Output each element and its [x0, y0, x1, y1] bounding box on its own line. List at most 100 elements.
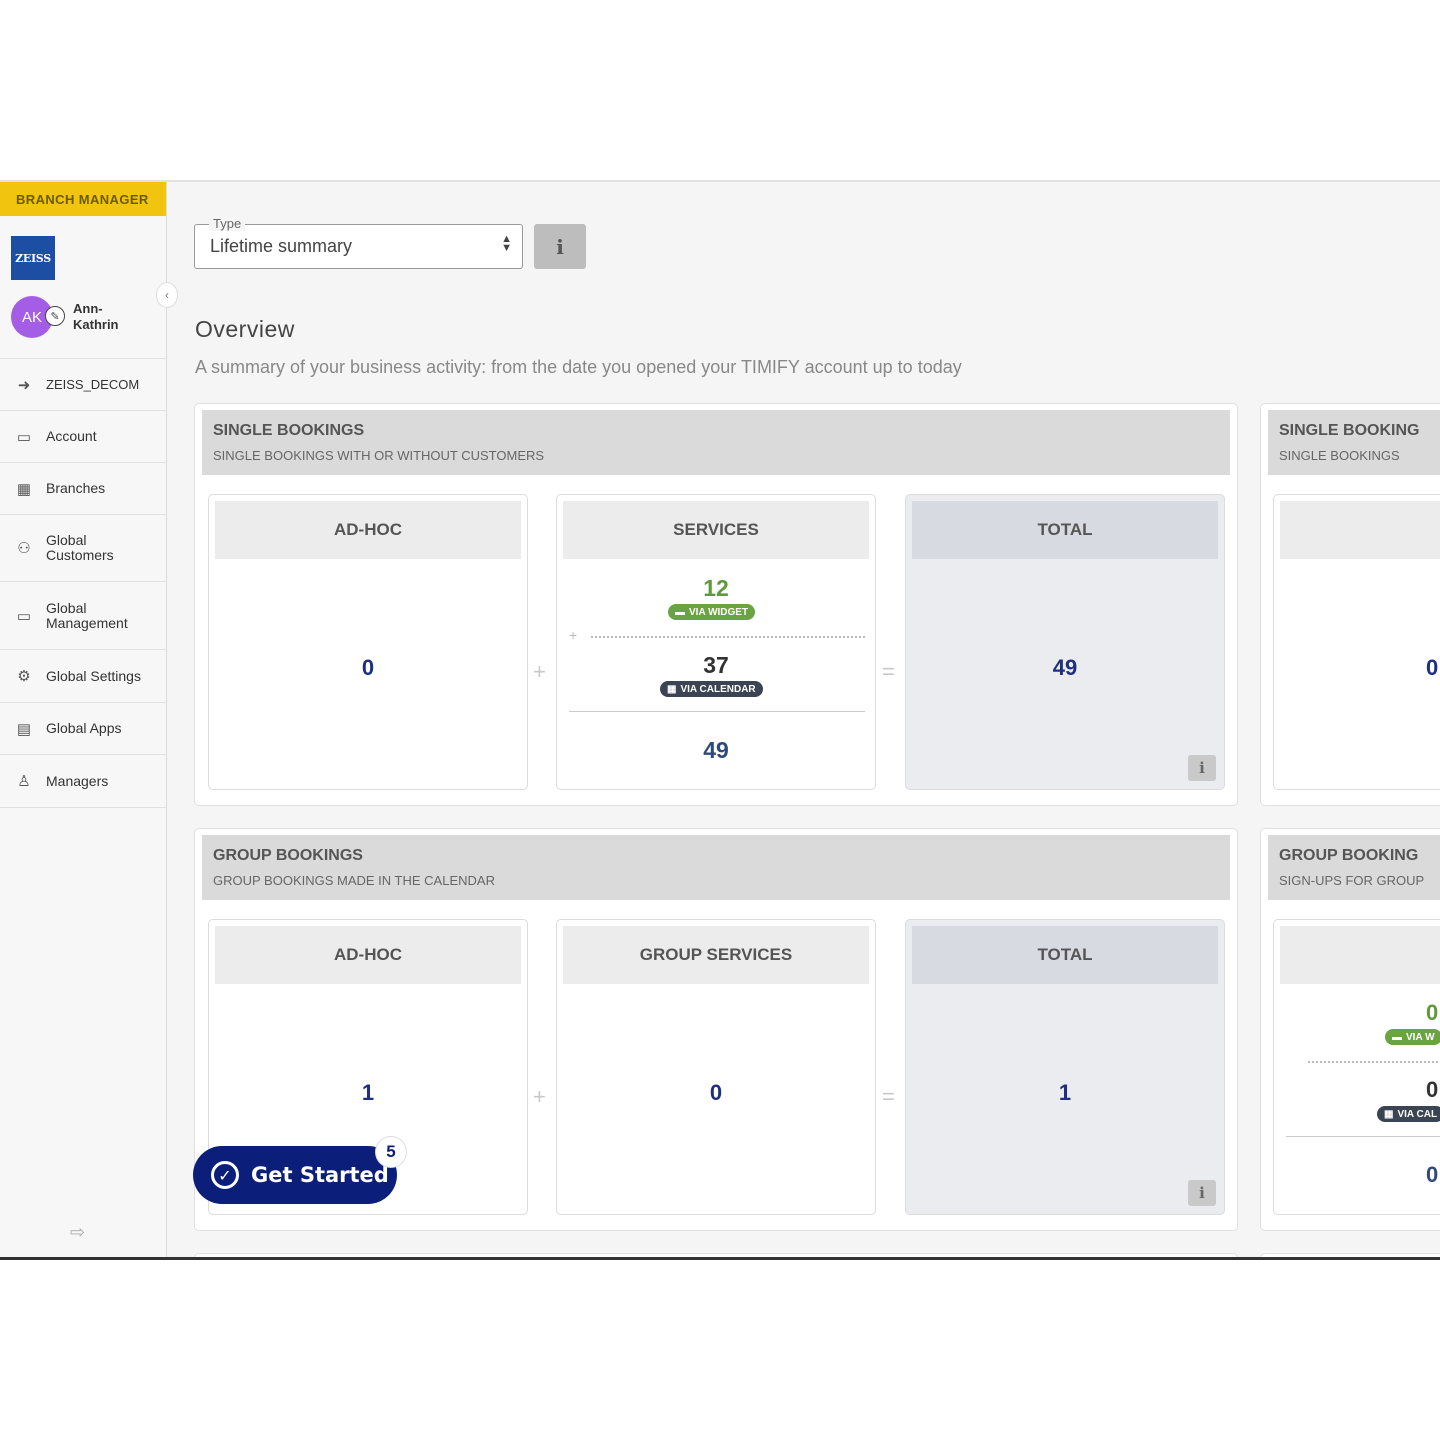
- sidebar-item-label: Account: [46, 428, 97, 444]
- widget-value: 0: [1426, 1000, 1439, 1025]
- total-value: 1: [1058, 1080, 1072, 1105]
- info-icon: i: [556, 234, 564, 259]
- avatar[interactable]: AK ✎: [11, 296, 65, 338]
- widget-icon: ▬: [1392, 1031, 1402, 1043]
- equals-operator: =: [882, 1084, 895, 1109]
- type-select[interactable]: Type Lifetime summary ▲ ▼: [194, 216, 523, 269]
- next-partial-section: [1260, 1253, 1440, 1260]
- window-bottom-edge: [0, 1257, 1440, 1260]
- adhoc-card: AD-HOC 0: [208, 494, 528, 790]
- sidebar-item-branches[interactable]: ▦ Branches: [0, 463, 167, 515]
- section-subtitle: SIGN-UPS FOR GROUP: [1279, 873, 1425, 888]
- card-header: SERVICES: [563, 501, 869, 559]
- get-started-count-badge: 5: [376, 1137, 406, 1167]
- section-header: SINGLE BOOKINGS SINGLE BOOKINGS WITH OR …: [202, 410, 1230, 475]
- select-arrows-icon: ▲ ▼: [501, 233, 512, 254]
- dotted-divider: [591, 636, 865, 638]
- badge-label: VIA CALENDAR: [680, 683, 756, 695]
- sidebar-item-account[interactable]: ▭ Account: [0, 411, 167, 463]
- partial-card: 0: [1273, 494, 1440, 790]
- widget-icon: ▬: [675, 606, 685, 618]
- type-select-value: Lifetime summary: [210, 236, 353, 256]
- sidebar-item-label: Global Settings: [46, 667, 141, 684]
- sidebar-item-global-apps[interactable]: ▤ Global Apps: [0, 703, 167, 755]
- manager-icon: ♙: [17, 773, 31, 790]
- back-arrow-icon: ➜: [17, 376, 31, 394]
- edit-pencil-icon[interactable]: ✎: [45, 306, 65, 326]
- collapse-sidebar-button[interactable]: ‹: [156, 282, 178, 308]
- sidebar-item-zeiss-decom[interactable]: ➜ ZEISS_DECOM: [0, 359, 167, 411]
- sidebar-item-label: Branches: [46, 480, 106, 496]
- sum-divider: [1286, 1136, 1440, 1137]
- section-header: SINGLE BOOKING SINGLE BOOKINGS: [1268, 410, 1440, 475]
- card-header: AD-HOC: [215, 501, 521, 559]
- section-subtitle: SINGLE BOOKINGS: [1279, 448, 1400, 463]
- building-icon: ▦: [16, 480, 32, 498]
- grid-icon: ▤: [16, 720, 32, 738]
- section-header: GROUP BOOKINGS GROUP BOOKINGS MADE IN TH…: [202, 835, 1230, 900]
- sidebar-nav: ➜ ZEISS_DECOM ▭ Account ▦ Branches ⚇ Glo…: [0, 358, 167, 808]
- calendar-icon: ▦: [667, 683, 677, 695]
- section-title: GROUP BOOKINGS: [213, 847, 363, 864]
- info-icon[interactable]: i: [1188, 755, 1216, 781]
- plus-operator: +: [533, 1084, 546, 1109]
- plus-operator: +: [569, 627, 578, 643]
- sidebar-item-global-management[interactable]: ▭ Global Management: [0, 582, 167, 650]
- page-subtitle: A summary of your business activity: fro…: [195, 357, 962, 377]
- dotted-divider: [1308, 1061, 1440, 1063]
- sidebar-item-global-settings[interactable]: ⚙ Global Settings: [0, 650, 167, 703]
- equals-operator: =: [882, 659, 895, 684]
- logout-icon[interactable]: ⇨: [70, 1222, 86, 1242]
- sidebar-item-label: Global Management: [46, 599, 128, 631]
- sidebar: BRANCH MANAGER ZEISS AK ✎ Ann-Kathrin ➜ …: [0, 182, 167, 1260]
- partial-card: 0 ▬ VIA W 0 ▦ VIA CAL 0: [1273, 919, 1440, 1215]
- sidebar-item-label: Global Customers: [46, 532, 114, 563]
- get-started-button[interactable]: ✓ Get Started: [193, 1146, 397, 1204]
- adhoc-value: 1: [361, 1080, 375, 1105]
- adhoc-value: 0: [361, 655, 375, 680]
- single-bookings-section: SINGLE BOOKINGS SINGLE BOOKINGS WITH OR …: [194, 403, 1238, 806]
- section-title: SINGLE BOOKINGS: [213, 422, 365, 439]
- via-widget-badge: ▬ VIA WIDGET: [668, 604, 756, 620]
- partial-total: 0: [1426, 1162, 1439, 1187]
- section-title: SINGLE BOOKING: [1279, 422, 1420, 439]
- avatar-initials: AK: [21, 308, 42, 326]
- calendar-value: 0: [1426, 1077, 1439, 1102]
- briefcase-icon: ▭: [16, 428, 32, 446]
- sidebar-item-label: ZEISS_DECOM: [46, 377, 140, 392]
- sidebar-item-managers[interactable]: ♙ Managers: [0, 755, 167, 808]
- plus-operator: +: [533, 659, 546, 684]
- badge-label: VIA CAL: [1397, 1108, 1438, 1120]
- company-logo: ZEISS: [11, 236, 55, 280]
- card-header: [1280, 501, 1440, 559]
- section-header: GROUP BOOKING SIGN-UPS FOR GROUP: [1268, 835, 1440, 900]
- card-header: TOTAL: [912, 501, 1218, 559]
- sidebar-item-label: Managers: [46, 772, 109, 789]
- user-profile[interactable]: AK ✎ Ann-Kathrin: [11, 296, 143, 338]
- main-content: Type Lifetime summary ▲ ▼ i Overview A su…: [167, 182, 1440, 1260]
- section-subtitle: SINGLE BOOKINGS WITH OR WITHOUT CUSTOMER…: [213, 448, 545, 463]
- users-icon: ⚇: [17, 540, 31, 557]
- get-started-label: Get Started: [251, 1163, 389, 1187]
- user-name: Ann-Kathrin: [73, 301, 119, 332]
- calendar-icon: ▦: [1384, 1108, 1394, 1120]
- sum-divider: [569, 711, 865, 712]
- calendar-value: 37: [703, 652, 729, 678]
- page-title: Overview: [195, 316, 295, 342]
- briefcase-icon: ▭: [16, 607, 32, 625]
- card-header: AD-HOC: [215, 926, 521, 984]
- card-header: TOTAL: [912, 926, 1218, 984]
- gears-icon: ⚙: [17, 668, 31, 685]
- total-card: TOTAL 1 i: [905, 919, 1225, 1215]
- group-booking-partial-section: GROUP BOOKING SIGN-UPS FOR GROUP 0 ▬ VIA …: [1260, 828, 1440, 1231]
- group-services-card: GROUP SERVICES 0: [556, 919, 876, 1215]
- info-button[interactable]: i: [534, 224, 586, 269]
- check-circle-icon: ✓: [211, 1161, 239, 1189]
- role-banner: BRANCH MANAGER: [0, 182, 166, 216]
- sidebar-item-global-customers[interactable]: ⚇ Global Customers: [0, 515, 167, 582]
- info-icon[interactable]: i: [1188, 1180, 1216, 1206]
- widget-value: 12: [703, 575, 729, 601]
- card-header: [1280, 926, 1440, 984]
- partial-value: 0: [1426, 655, 1439, 680]
- via-calendar-badge: ▦ VIA CAL: [1377, 1106, 1440, 1122]
